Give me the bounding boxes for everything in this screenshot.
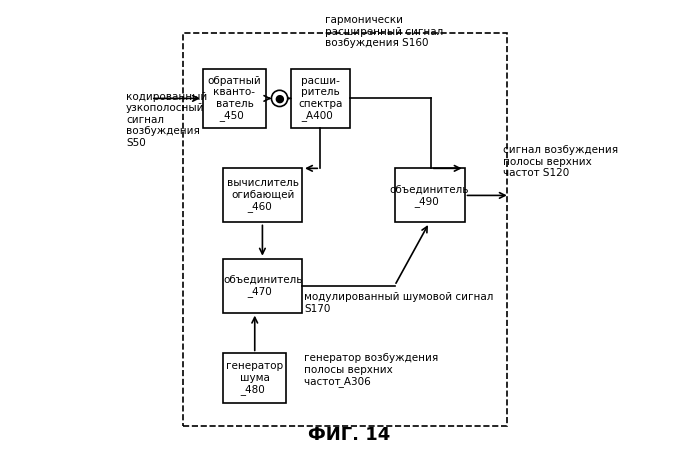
Text: обратный
кванто-
ватель
̲450: обратный кванто- ватель ̲450 — [208, 75, 261, 121]
Circle shape — [271, 90, 288, 107]
Text: объединитель
̲490: объединитель ̲490 — [390, 184, 469, 207]
Text: генератор
шума
̲480: генератор шума ̲480 — [226, 361, 283, 395]
Text: объединитель
̲470: объединитель ̲470 — [223, 274, 303, 297]
Text: ●: ● — [275, 94, 284, 104]
Text: генератор возбуждения
полосы верхних
частот ̲A306: генератор возбуждения полосы верхних час… — [304, 353, 439, 387]
Text: кодированный
узкополосный
сигнал
возбуждения
S50: кодированный узкополосный сигнал возбужд… — [126, 92, 208, 148]
Text: гармонически
расширенный сигнал
возбуждения S160: гармонически расширенный сигнал возбужде… — [324, 15, 443, 48]
Text: сигнал возбуждения
полосы верхних
частот S120: сигнал возбуждения полосы верхних частот… — [503, 145, 618, 178]
Text: вычислитель
огибающей
̲460: вычислитель огибающей ̲460 — [226, 178, 298, 212]
Text: модулированный шумовой сигнал
S170: модулированный шумовой сигнал S170 — [304, 292, 493, 314]
Text: расши-
ритель
спектра
̲A400: расши- ритель спектра ̲A400 — [298, 75, 343, 121]
Text: ФИГ. 14: ФИГ. 14 — [308, 425, 391, 444]
